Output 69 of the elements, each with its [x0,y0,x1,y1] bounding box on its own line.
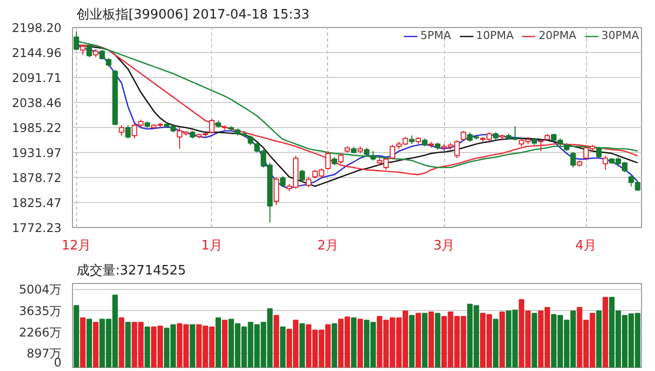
bar [222,320,228,368]
candlestick [209,118,215,134]
y-tick-label: 2198.20 [12,21,62,35]
bar [596,310,602,368]
bar [274,315,280,368]
bar [422,312,428,368]
y-tick-label: 2091.71 [12,71,62,85]
legend-label: 30PMA [601,29,639,42]
bar [499,311,505,368]
x-tick-label: 12月 [62,238,92,254]
bar [280,326,286,368]
bar [602,296,608,368]
bar [216,317,222,368]
bar [118,317,124,368]
y-tick-label: 1931.97 [12,146,62,160]
legend-label: 10PMA [476,29,514,42]
bar [351,317,357,368]
y-tick-label: 5004万 [18,282,62,297]
bar [190,324,196,368]
candlestick [306,176,312,188]
candlestick [338,152,344,164]
bar [86,318,92,368]
y-tick-label: 1772.23 [12,221,62,235]
bar [434,312,440,368]
candlestick [538,138,544,152]
bar [332,323,338,368]
candlestick [325,150,331,170]
bar [299,323,305,368]
y-tick-label: 2038.46 [12,96,62,110]
bar [92,322,98,368]
candlestick [596,146,602,159]
candlestick [570,152,576,168]
y-tick-label: 2144.96 [12,46,62,60]
candlestick [86,44,92,58]
chart-title: 成交量:32714525 [76,262,186,278]
candlestick [460,130,466,141]
candlestick [602,155,608,170]
x-tick-label: 1月 [201,238,222,254]
legend-label: 5PMA [420,29,452,42]
candlestick [274,176,280,206]
candlestick [80,44,86,56]
candlestick [280,175,286,187]
x-tick-label: 4月 [575,238,597,254]
candlestick [248,135,254,146]
y-tick-label: 1825.47 [12,196,62,210]
bar [492,318,498,368]
bar [74,305,80,368]
bar [416,312,422,368]
bar [357,318,363,368]
bar [125,322,131,368]
bar [80,317,86,368]
candlestick [118,124,124,136]
candlestick [99,50,105,60]
candlestick [370,150,376,161]
bar [428,311,434,368]
y-tick-label: 2266万 [18,325,62,340]
candlestick [299,169,305,182]
x-tick-label: 3月 [433,238,455,254]
y-tick-label: 1985.22 [12,121,62,135]
chart-title: 创业板指[399006] 2017-04-18 15:33 [76,8,310,22]
candlestick [125,124,131,139]
y-tick-label: 1878.72 [12,171,62,185]
bar [144,326,150,368]
x-tick-label: 2月 [317,238,339,254]
y-tick-label: 3635万 [18,304,62,318]
bar [409,315,415,368]
bar [532,312,538,368]
candlestick [74,30,80,51]
legend-label: 20PMA [538,29,576,42]
